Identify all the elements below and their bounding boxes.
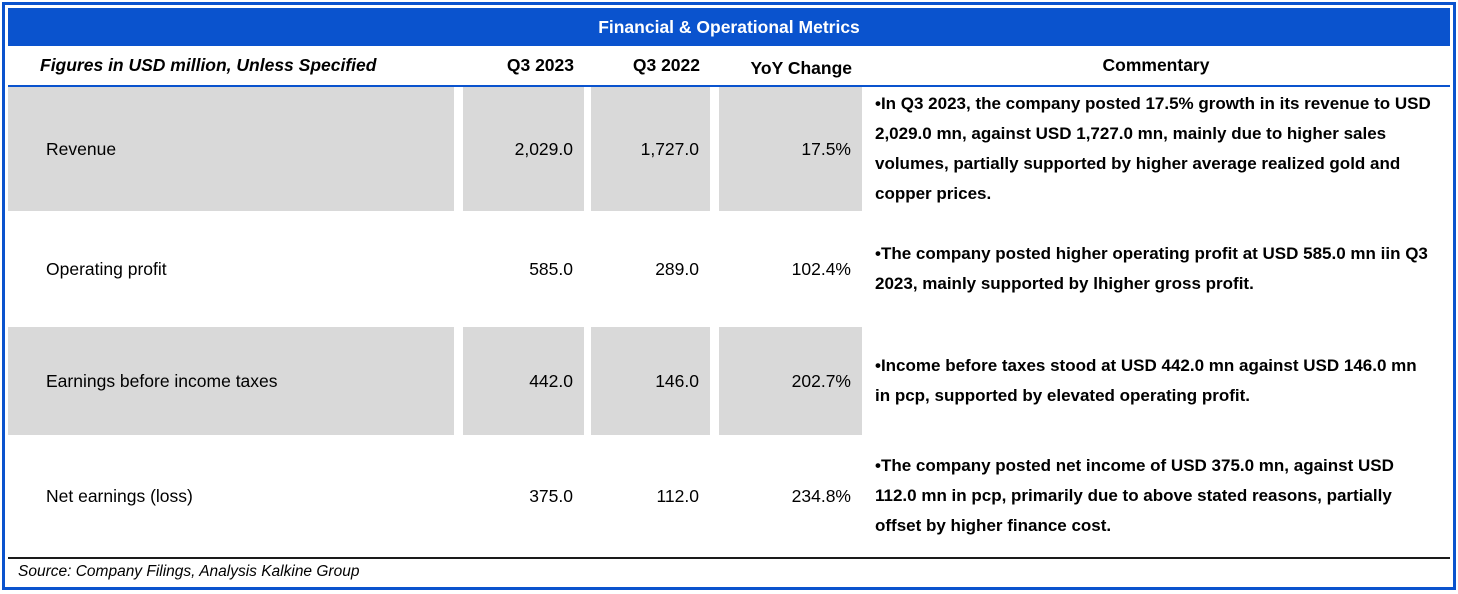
table-row-revenue: Revenue 2,029.0 1,727.0 17.5% •In Q3 202… (8, 87, 1450, 211)
table-row-net-earnings: Net earnings (loss) 375.0 112.0 234.8% •… (8, 435, 1450, 557)
value-q3-2023: 2,029.0 (463, 87, 584, 211)
value-q3-2022: 112.0 (656, 485, 700, 506)
commentary-cell: •Income before taxes stood at USD 442.0 … (862, 327, 1450, 435)
value-q3-2023: 585.0 (529, 258, 573, 279)
column-header-yoy-change: YoY Change (750, 57, 852, 78)
commentary-text: •The company posted net income of USD 37… (875, 456, 1394, 535)
metric-label: Operating profit (46, 258, 167, 279)
column-header-figures: Figures in USD million, Unless Specified (40, 55, 377, 75)
column-header-q3-2022: Q3 2022 (632, 55, 700, 75)
commentary-text: •Income before taxes stood at USD 442.0 … (875, 356, 1417, 405)
metric-label: Revenue (8, 87, 454, 211)
commentary-cell: •The company posted higher operating pro… (862, 211, 1450, 327)
value-q3-2023: 442.0 (463, 327, 584, 435)
metric-label: Earnings before income taxes (8, 327, 454, 435)
metric-label: Net earnings (loss) (46, 485, 193, 506)
source-text: Source: Company Filings, Analysis Kalkin… (18, 562, 360, 580)
table-header-row: Figures in USD million, Unless Specified… (8, 46, 1450, 87)
source-line: Source: Company Filings, Analysis Kalkin… (8, 557, 1450, 584)
value-yoy-change: 102.4% (791, 258, 851, 279)
commentary-text: •In Q3 2023, the company posted 17.5% gr… (875, 94, 1431, 203)
commentary-cell: •In Q3 2023, the company posted 17.5% gr… (862, 87, 1450, 211)
value-yoy-change: 17.5% (719, 87, 862, 211)
commentary-text: •The company posted higher operating pro… (875, 244, 1428, 293)
value-q3-2022: 289.0 (655, 258, 699, 279)
value-q3-2022: 1,727.0 (591, 87, 710, 211)
table-row-earnings-before-taxes: Earnings before income taxes 442.0 146.0… (8, 327, 1450, 435)
column-header-q3-2023: Q3 2023 (506, 55, 574, 75)
table-row-operating-profit: Operating profit 585.0 289.0 102.4% •The… (8, 211, 1450, 327)
commentary-cell: •The company posted net income of USD 37… (862, 435, 1450, 557)
page-title: Financial & Operational Metrics (598, 17, 860, 37)
value-q3-2023: 375.0 (529, 485, 573, 506)
value-yoy-change: 234.8% (791, 485, 851, 506)
column-header-commentary: Commentary (1102, 55, 1210, 75)
value-yoy-change: 202.7% (719, 327, 862, 435)
table-title-bar: Financial & Operational Metrics (8, 8, 1450, 46)
value-q3-2022: 146.0 (591, 327, 710, 435)
